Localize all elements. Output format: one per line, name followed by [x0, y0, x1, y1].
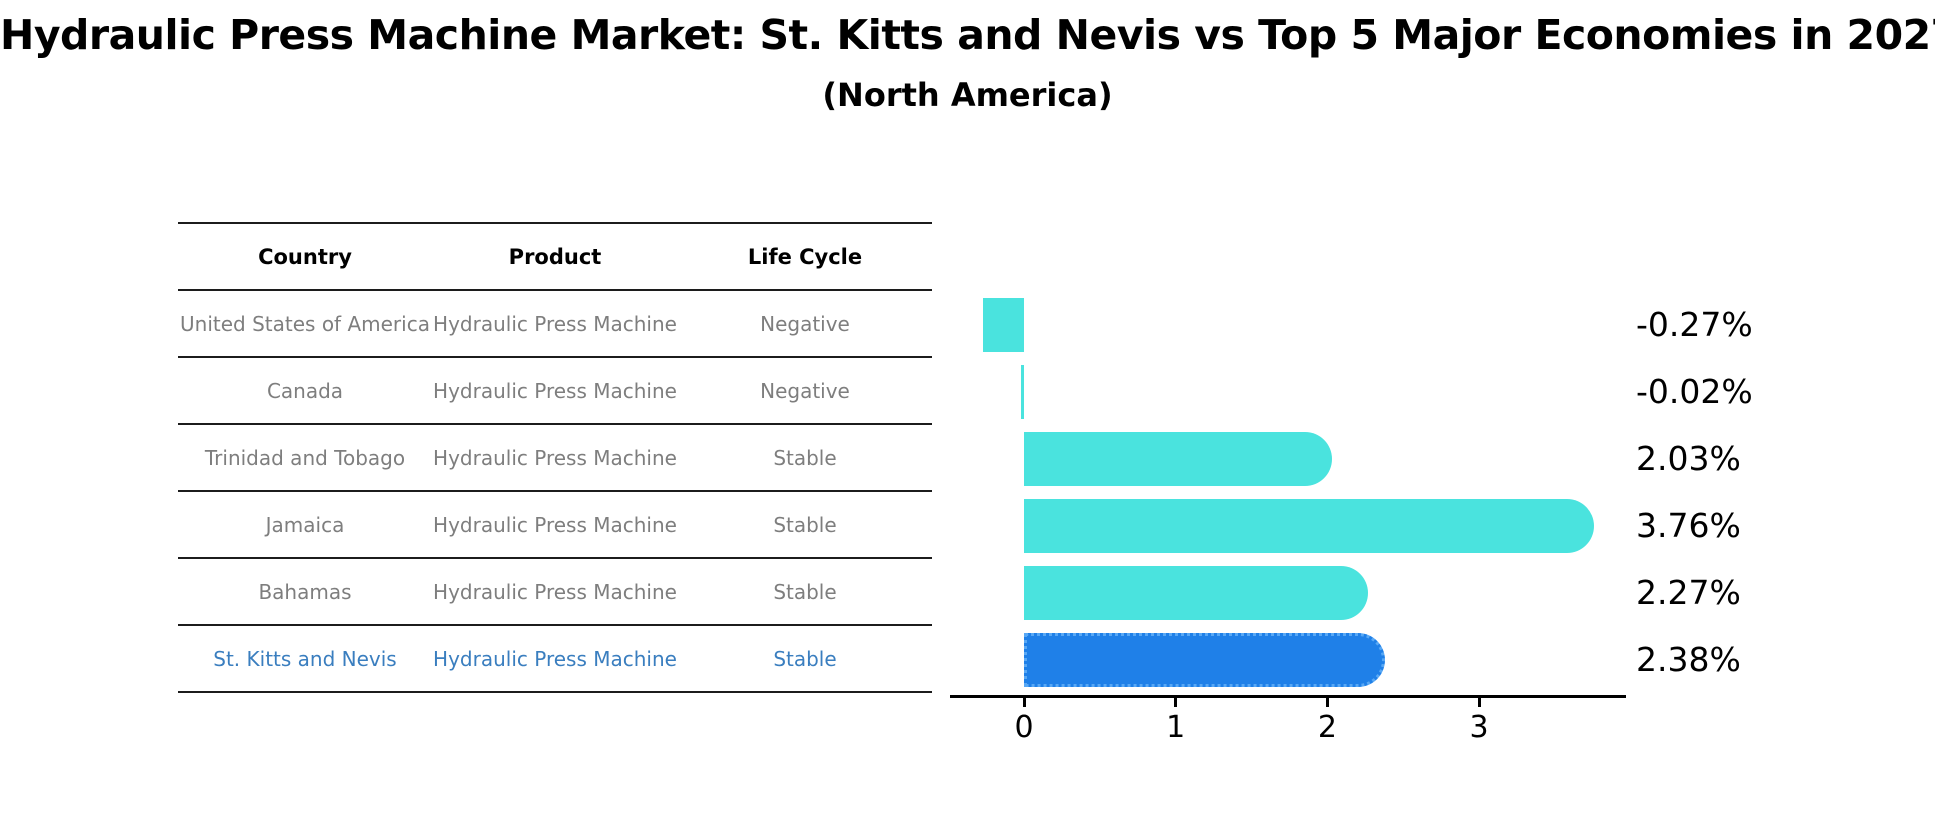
- bar-value-label: -0.02%: [1636, 372, 1753, 411]
- column-header-life-cycle: Life Cycle: [747, 244, 863, 269]
- cell-product: Hydraulic Press Machine: [433, 512, 677, 537]
- x-axis-tick-label: 1: [1166, 710, 1186, 745]
- x-axis-tick: [1022, 698, 1026, 707]
- bar-canada: [1021, 365, 1024, 419]
- cell-product: Hydraulic Press Machine: [433, 311, 677, 336]
- column-header-product: Product: [508, 244, 602, 269]
- cell-country: Jamaica: [265, 512, 345, 537]
- cell-life-cycle: Negative: [760, 378, 850, 403]
- cell-life-cycle: Stable: [773, 445, 837, 470]
- table-header-row: Country Product Life Cycle: [178, 224, 932, 291]
- bar-trinidad-and-tobago: [1024, 432, 1332, 486]
- table-row-trinidad-and-tobago: Trinidad and Tobago Hydraulic Press Mach…: [178, 425, 932, 492]
- cell-country: Canada: [266, 378, 344, 403]
- cell-country: United States of America: [180, 311, 430, 336]
- bar-value-label: 3.76%: [1636, 506, 1741, 545]
- cell-life-cycle: Stable: [773, 579, 837, 604]
- x-axis-tick-label: 3: [1469, 710, 1489, 745]
- cell-life-cycle: Negative: [760, 311, 850, 336]
- table-row-jamaica: Jamaica Hydraulic Press Machine Stable: [178, 492, 932, 559]
- cell-life-cycle: Stable: [773, 512, 837, 537]
- chart-subtitle: (North America): [822, 76, 1113, 114]
- x-axis-tick: [1325, 698, 1329, 707]
- x-axis-tick: [1477, 698, 1481, 707]
- bar-st-kitts-and-nevis: [1024, 633, 1385, 687]
- x-axis-tick: [1174, 698, 1178, 707]
- table-row-bahamas: Bahamas Hydraulic Press Machine Stable: [178, 559, 932, 626]
- bar-united-states-of-america: [983, 298, 1024, 352]
- cell-product: Hydraulic Press Machine: [433, 378, 677, 403]
- table-row-canada: Canada Hydraulic Press Machine Negative: [178, 358, 932, 425]
- bar-bahamas: [1024, 566, 1368, 620]
- x-axis-line: [950, 695, 1626, 698]
- table-row-st-kitts-and-nevis: St. Kitts and Nevis Hydraulic Press Mach…: [178, 626, 932, 693]
- cell-product: Hydraulic Press Machine: [433, 579, 677, 604]
- bar-value-label: 2.27%: [1636, 573, 1741, 612]
- bar-value-label: 2.38%: [1636, 640, 1741, 679]
- cell-life-cycle: Stable: [773, 646, 837, 671]
- x-axis-tick-label: 2: [1317, 710, 1337, 745]
- bar-jamaica: [1024, 499, 1594, 553]
- country-table: Country Product Life Cycle United States…: [178, 222, 932, 693]
- cell-country: Trinidad and Tobago: [204, 445, 406, 470]
- cell-product: Hydraulic Press Machine: [433, 646, 677, 671]
- chart-title: Hydraulic Press Machine Market: St. Kitt…: [0, 11, 1935, 59]
- cell-product: Hydraulic Press Machine: [433, 445, 677, 470]
- table-row-usa: United States of America Hydraulic Press…: [178, 291, 932, 358]
- x-axis-tick-label: 0: [1014, 710, 1034, 745]
- cell-country: Bahamas: [258, 579, 352, 604]
- bar-value-label: -0.27%: [1636, 305, 1753, 344]
- column-header-country: Country: [258, 244, 352, 269]
- cell-country: St. Kitts and Nevis: [213, 646, 397, 671]
- bar-value-label: 2.03%: [1636, 439, 1741, 478]
